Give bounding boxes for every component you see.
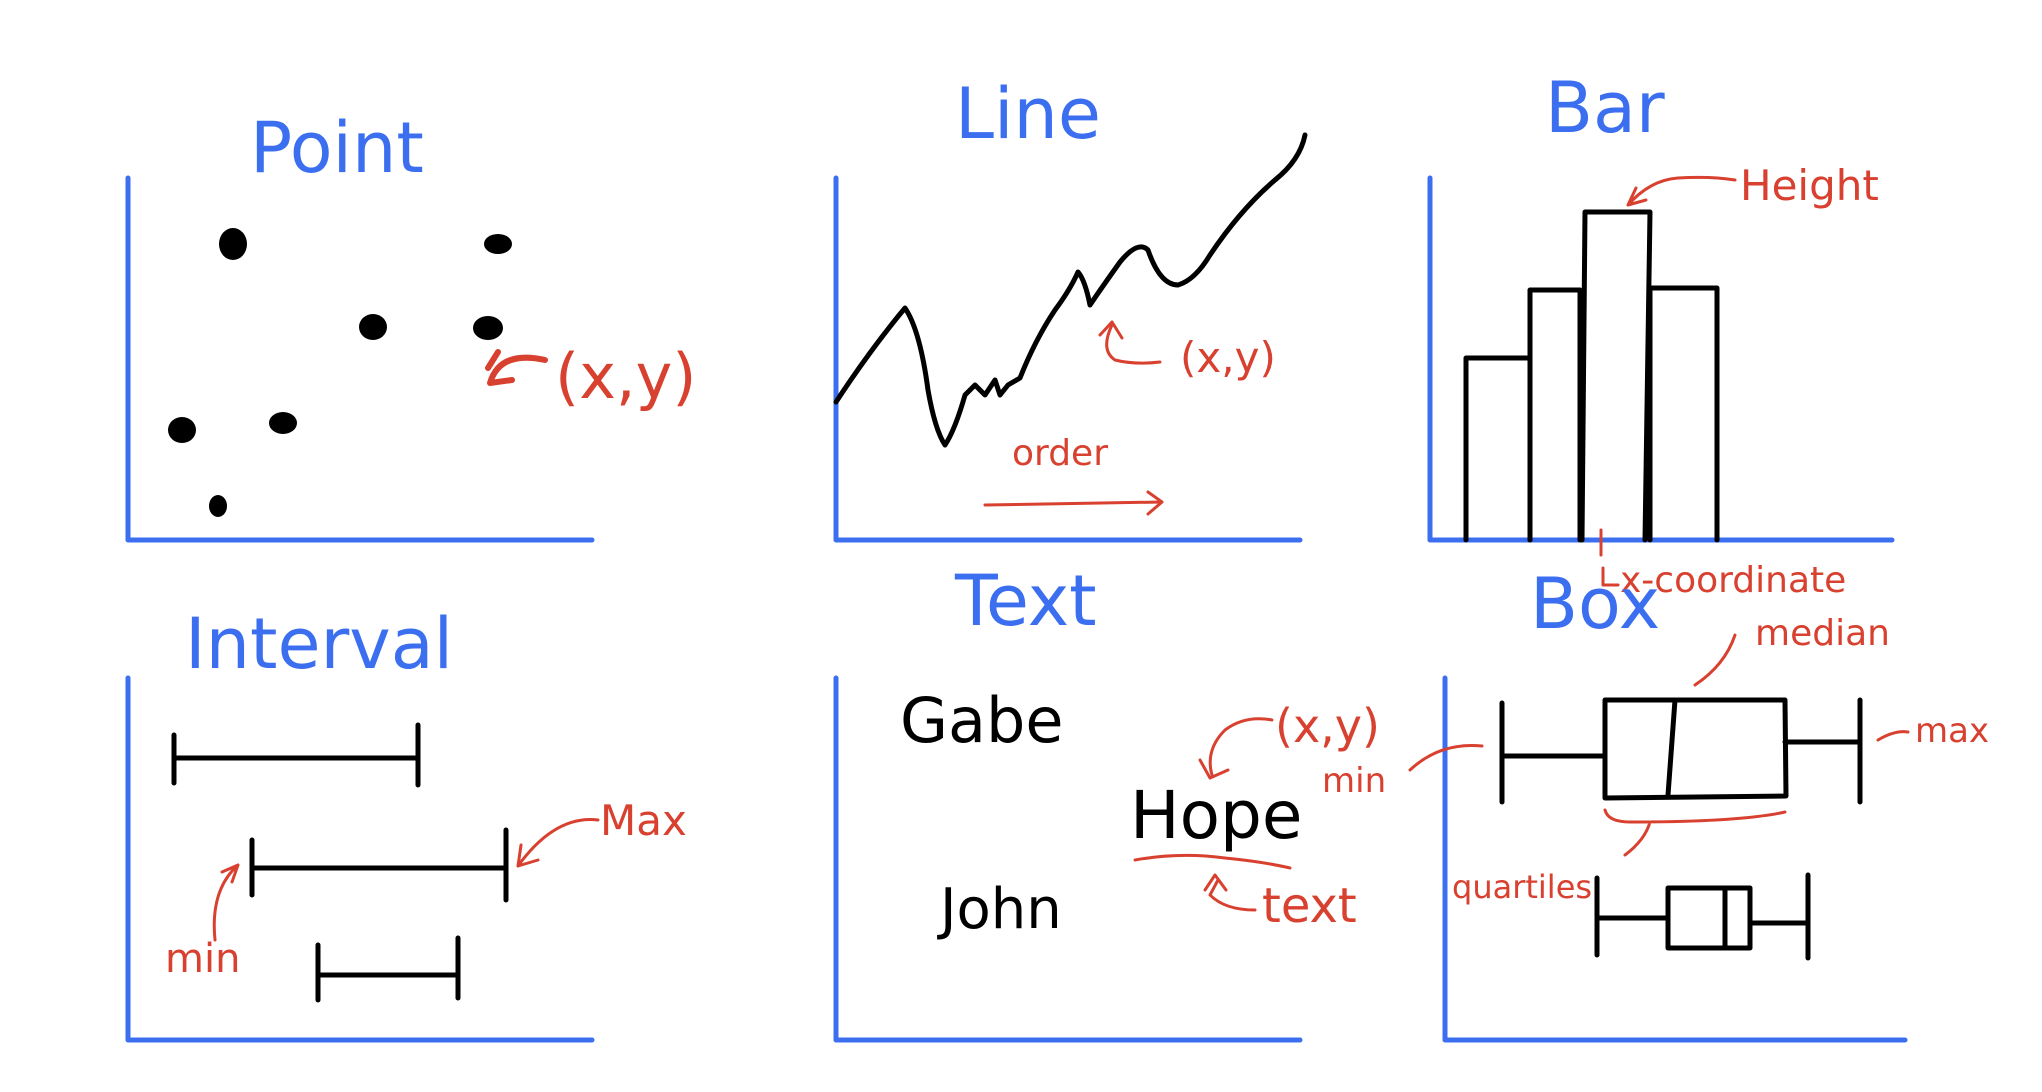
bar-axes [1427,175,1895,543]
bar-x-label: x-coordinate [1620,560,1846,601]
line-series [833,132,1308,448]
bar-panel: Bar Height x-coordinate [1427,67,1895,601]
text-text-label: text [1262,878,1357,934]
interval-mark [315,935,461,1003]
point-axes [125,175,595,543]
point-title: Point [250,107,424,189]
box-axes [1442,675,1908,1043]
point-annotation-arrow [485,349,548,386]
bar-mark [1647,285,1720,543]
box-min-line [1408,744,1484,772]
point-marker [168,417,196,443]
text-underline [1133,853,1292,870]
interval-title: Interval [185,603,453,685]
bar-title: Bar [1545,67,1665,149]
interval-panel: Interval Max min [125,603,687,1043]
text-word: Gabe [900,684,1064,757]
interval-series [171,722,509,1003]
text-panel: Text Gabe Hope John (x,y) text [833,560,1380,1043]
box-quartiles-label: quartiles [1452,868,1592,906]
box-median-line [1693,633,1737,687]
box-panel: Box median min max quartiles [1322,563,1989,1043]
text-point-label: (x,y) [1275,699,1380,753]
text-text-arrow [1203,873,1257,912]
bar-height-arrow [1626,175,1737,207]
interval-mark [171,722,421,788]
bar-x-marker [1599,528,1620,587]
box-median-label: median [1755,613,1890,654]
box-series [1499,697,1863,961]
interval-max-label: Max [600,796,687,845]
bar-series [1463,209,1720,543]
text-word: Hope [1130,777,1303,854]
text-point-arrow [1198,717,1274,780]
bar-mark [1579,209,1653,543]
line-title: Line [955,73,1101,155]
box-min-label: min [1322,761,1386,801]
interval-mark [249,827,509,903]
point-marker [484,234,512,254]
point-marker [269,412,297,434]
line-point-label: (x,y) [1180,333,1276,382]
line-panel: Line (x,y) order [833,73,1308,543]
point-panel: Point (x,y) [125,107,696,543]
box-max-label: max [1915,711,1989,751]
line-point-arrow [1098,320,1162,365]
point-marker [473,316,503,340]
text-title: Text [954,560,1097,642]
bar-mark [1463,355,1533,543]
point-marker [209,495,227,517]
line-order-label: order [1012,433,1108,474]
box-mark [1499,697,1863,805]
box-quartiles-brace [1603,808,1787,857]
box-title: Box [1530,563,1660,645]
box-mark [1594,872,1811,961]
point-markers [168,228,512,517]
interval-axes [125,675,595,1043]
bar-mark [1527,287,1583,543]
interval-max-arrow [516,818,600,868]
point-marker [359,314,387,340]
point-annotation-label: (x,y) [555,340,696,413]
bar-height-label: Height [1740,161,1879,210]
line-order-arrow [983,490,1164,516]
line-axes [833,175,1303,543]
point-marker [219,228,247,260]
box-max-line [1876,730,1910,742]
text-axes [833,675,1303,1043]
interval-min-label: min [165,936,240,982]
text-word: John [937,877,1062,942]
interval-min-arrow [212,863,240,942]
